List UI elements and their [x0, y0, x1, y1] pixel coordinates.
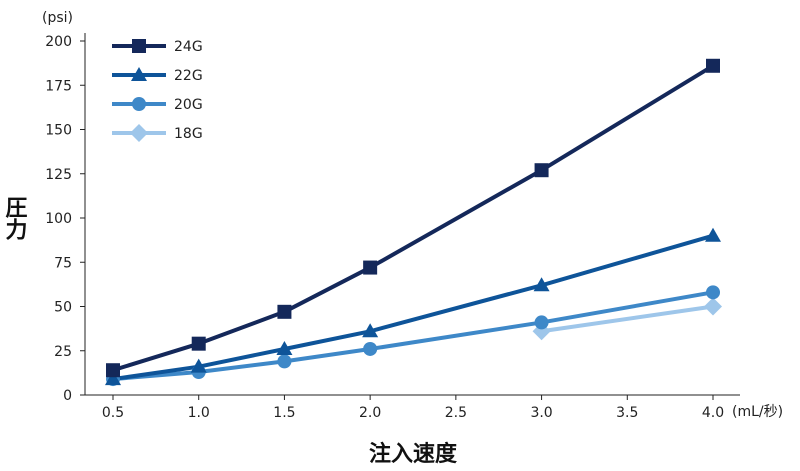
legend-label-18g: 18G	[174, 126, 203, 142]
legend-marker-22g	[131, 67, 147, 81]
legend-marker-18g	[130, 124, 148, 142]
series-line-18g	[541, 304, 714, 334]
y-axis-title: 圧力	[2, 196, 28, 241]
data-point-20g	[534, 315, 549, 330]
data-point-24g	[277, 304, 292, 319]
data-point-20g	[706, 285, 720, 300]
data-point-18g	[704, 297, 722, 316]
legend-marker-24g	[132, 39, 146, 53]
x-tick-label: 0.5	[102, 405, 124, 421]
y-tick-label: 75	[54, 255, 72, 271]
series-line-22g	[112, 233, 714, 382]
x-tick-label: 2.5	[445, 405, 467, 421]
y-tick-label: 0	[63, 388, 72, 404]
axes: 0 25 50 75 100 125 150 175 200 0.5 1.0 1.5 2.0 2.5 3.0…	[45, 33, 740, 421]
data-point-24g	[363, 260, 378, 275]
data-point-22g	[190, 358, 207, 373]
legend-label-20g: 20G	[174, 97, 203, 113]
y-tick-label: 150	[45, 123, 72, 139]
legend-label-22g: 22G	[174, 68, 203, 84]
data-point-22g	[276, 340, 293, 355]
data-point-24g	[106, 363, 120, 378]
y-tick-label: 50	[54, 300, 72, 316]
x-tick-label: 1.0	[188, 405, 210, 421]
series-markers	[105, 58, 722, 387]
data-point-24g	[534, 163, 549, 178]
series-line-20g	[112, 290, 714, 382]
y-tick-label: 175	[45, 78, 72, 94]
legend-marker-20g	[132, 97, 146, 111]
series-line-24g	[112, 64, 715, 373]
data-point-22g	[533, 277, 550, 292]
y-tick-label: 125	[45, 167, 72, 183]
y-axis-unit: (psi)	[42, 10, 73, 26]
y-tick-label: 200	[45, 34, 72, 50]
x-axis-title: 注入速度	[369, 441, 458, 467]
data-point-24g	[706, 58, 720, 73]
data-point-24g	[191, 336, 206, 351]
legend-label-24g: 24G	[174, 39, 203, 55]
x-tick-label: 2.0	[359, 405, 381, 421]
x-tick-label: 1.5	[273, 405, 295, 421]
data-point-20g	[363, 341, 378, 356]
y-tick-label: 25	[54, 344, 72, 360]
series-lines	[112, 64, 715, 382]
data-point-20g	[277, 354, 292, 369]
data-point-22g	[705, 227, 721, 242]
x-tick-label: 4.0	[702, 405, 724, 421]
legend: 24G 22G 20G 18G	[112, 39, 203, 142]
x-axis-unit: (mL/秒)	[732, 404, 783, 420]
data-point-22g	[362, 323, 379, 338]
x-tick-label: 3.0	[530, 405, 552, 421]
x-tick-label: 3.5	[616, 405, 638, 421]
data-point-22g	[105, 371, 121, 386]
y-tick-label: 100	[45, 211, 72, 227]
